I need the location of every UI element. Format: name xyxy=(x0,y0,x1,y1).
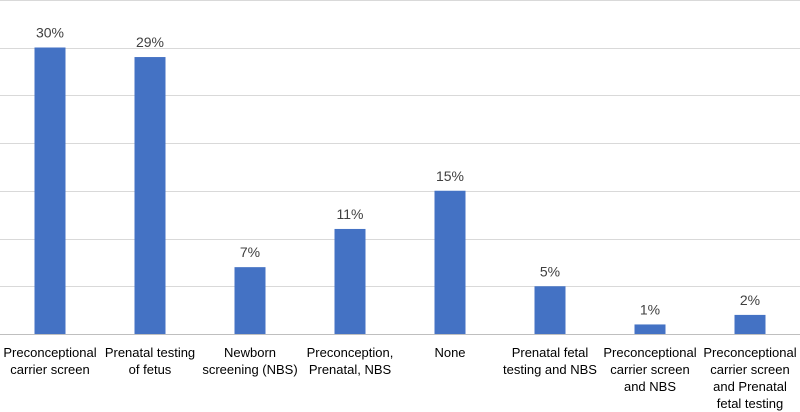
bar xyxy=(534,286,566,334)
data-label: 30% xyxy=(36,25,64,41)
category-label: None xyxy=(434,345,466,360)
bar xyxy=(334,228,366,334)
data-label: 11% xyxy=(337,206,364,222)
data-label: 1% xyxy=(640,301,660,317)
bar xyxy=(234,267,266,334)
category-label: Preconception, Prenatal, NBS xyxy=(306,345,394,377)
category-label: Preconceptional carrier screen and NBS xyxy=(603,345,697,394)
data-label: 29% xyxy=(136,34,164,50)
bar xyxy=(634,324,666,334)
category-label: Prenatal fetal testing and NBS xyxy=(503,345,597,377)
bar xyxy=(734,314,766,334)
data-label: 2% xyxy=(740,292,760,308)
bar xyxy=(34,47,66,334)
category-label: Preconceptional carrier screen xyxy=(3,345,97,377)
data-label: 5% xyxy=(540,263,560,279)
data-label: 15% xyxy=(436,168,464,184)
category-label: Newborn screening (NBS) xyxy=(202,345,298,377)
data-label: 7% xyxy=(240,244,260,260)
bar xyxy=(134,57,166,335)
category-label: Preconceptional carrier screen and Prena… xyxy=(703,345,797,411)
category-label: Prenatal testing of fetus xyxy=(104,345,196,377)
bar xyxy=(434,190,466,334)
